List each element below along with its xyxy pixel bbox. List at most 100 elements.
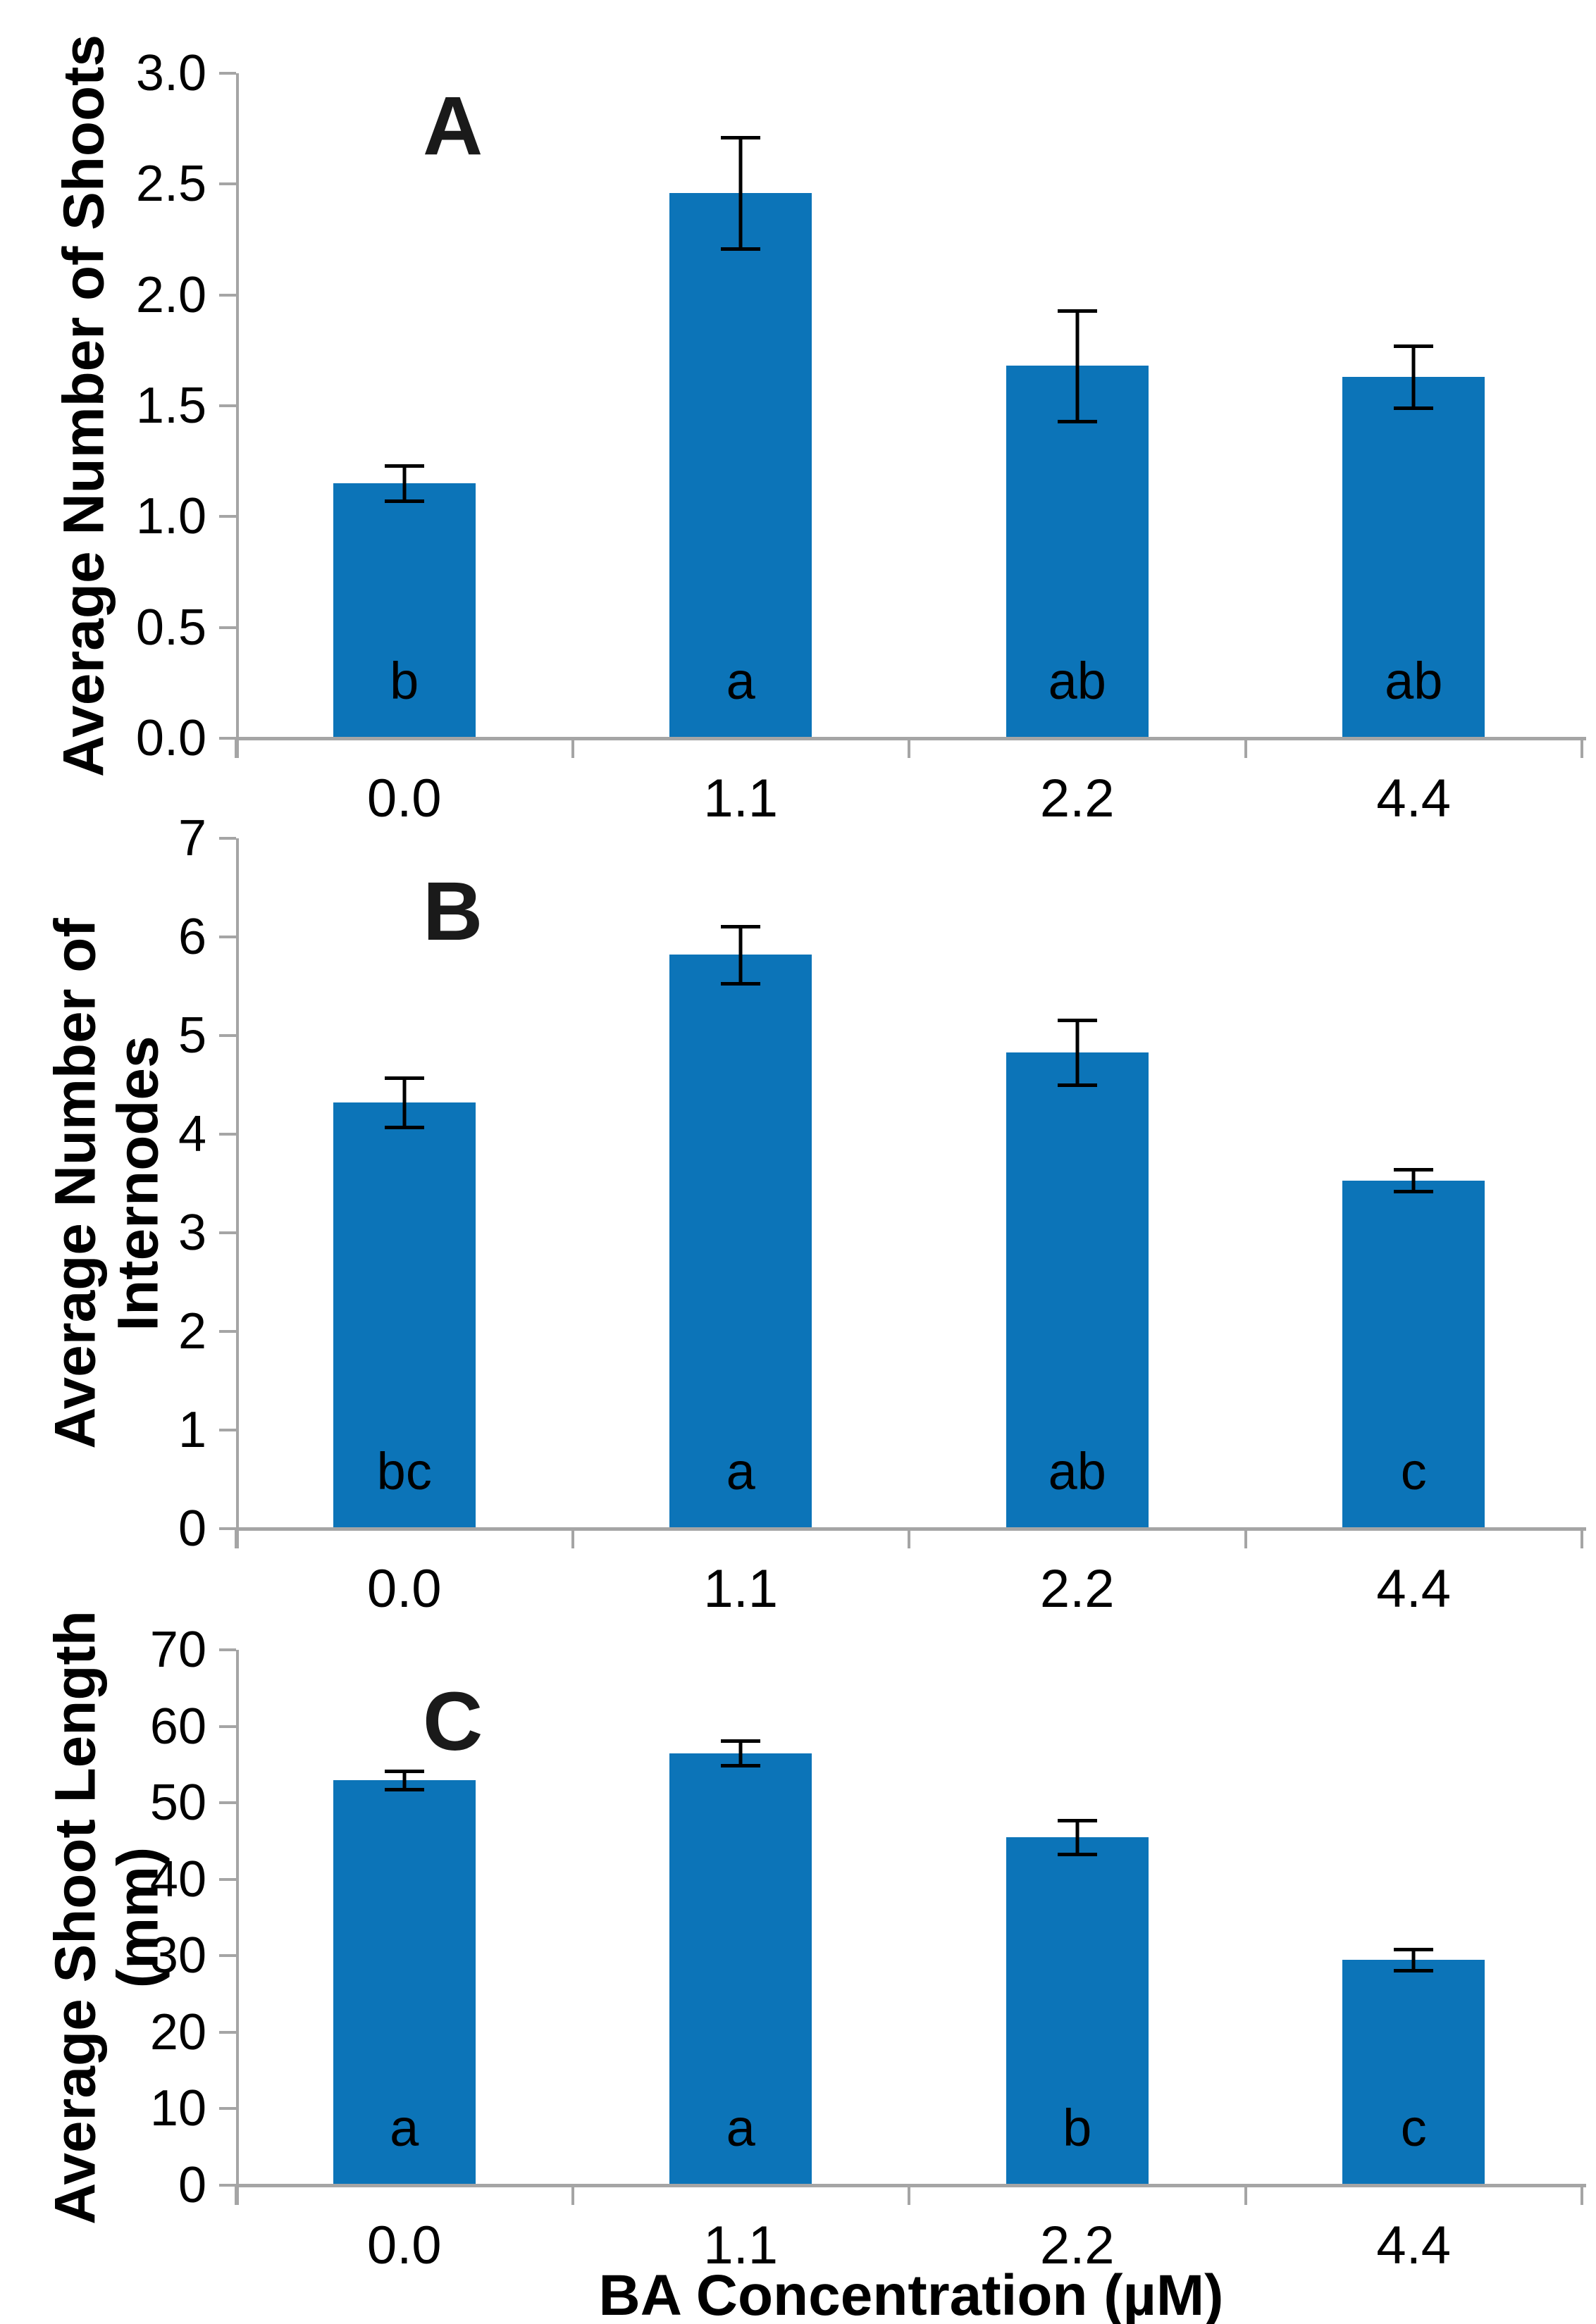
error-bar bbox=[1411, 1949, 1416, 1970]
x-category-tick-mark bbox=[235, 1530, 237, 1548]
bar bbox=[669, 955, 812, 1529]
significance-letter: a bbox=[726, 1442, 755, 1500]
bar bbox=[1342, 377, 1485, 738]
x-category-label: 4.4 bbox=[1376, 769, 1452, 828]
bar bbox=[333, 1102, 476, 1529]
error-bar-cap-bottom bbox=[1394, 406, 1434, 411]
error-bar-cap-top bbox=[1394, 1947, 1434, 1951]
x-axis-line bbox=[236, 1527, 1586, 1531]
bar bbox=[333, 483, 476, 738]
y-tick-label: 0 bbox=[178, 1500, 206, 1557]
bar bbox=[1006, 1837, 1149, 2185]
error-bar-cap-top bbox=[384, 464, 424, 468]
error-bar-cap-bottom bbox=[384, 1787, 424, 1791]
y-tick-label: 10 bbox=[149, 2080, 206, 2137]
error-bar-cap-top bbox=[1057, 1018, 1097, 1022]
y-tick-mark bbox=[219, 737, 236, 740]
error-bar bbox=[402, 1078, 407, 1128]
error-bar bbox=[1411, 1169, 1416, 1192]
error-bar-cap-bottom bbox=[1057, 1083, 1097, 1087]
x-category-label: 1.1 bbox=[703, 1559, 779, 1619]
y-tick-label: 60 bbox=[149, 1698, 206, 1755]
y-tick-label: 70 bbox=[149, 1622, 206, 1678]
error-bar-cap-top bbox=[1057, 1819, 1097, 1823]
y-tick-label: 3.0 bbox=[135, 45, 206, 101]
y-tick-label: 7 bbox=[178, 810, 206, 866]
y-tick-mark bbox=[219, 626, 236, 629]
panel-letter-a: A bbox=[423, 80, 483, 173]
y-tick-label: 2 bbox=[178, 1303, 206, 1360]
x-category-label: 2.2 bbox=[1039, 769, 1115, 828]
significance-letter: b bbox=[1063, 2099, 1092, 2157]
bar bbox=[1342, 1180, 1485, 1529]
error-bar bbox=[1075, 310, 1080, 422]
error-bar bbox=[1075, 1820, 1080, 1854]
error-bar-cap-bottom bbox=[384, 1126, 424, 1130]
bar bbox=[669, 192, 812, 738]
y-tick-label: 3 bbox=[178, 1205, 206, 1261]
significance-letter: ab bbox=[1048, 1442, 1106, 1500]
error-bar-cap-top bbox=[721, 1739, 761, 1744]
error-bar-cap-bottom bbox=[1394, 1190, 1434, 1194]
error-bar-cap-bottom bbox=[721, 1763, 761, 1767]
significance-letter: c bbox=[1400, 1442, 1427, 1500]
significance-letter: c bbox=[1400, 2099, 1427, 2157]
y-tick-label: 1 bbox=[178, 1402, 206, 1458]
x-category-tick-mark bbox=[235, 740, 237, 758]
y-tick-label: 30 bbox=[149, 1927, 206, 1984]
bar bbox=[669, 1753, 812, 2185]
y-tick-mark bbox=[219, 1330, 236, 1333]
error-bar bbox=[738, 1741, 743, 1765]
x-category-tick-mark bbox=[908, 1530, 910, 1548]
error-bar-cap-bottom bbox=[721, 247, 761, 251]
y-axis-line bbox=[236, 73, 239, 758]
y-tick-mark bbox=[219, 1954, 236, 1958]
bar bbox=[1342, 1959, 1485, 2185]
x-category-label: 1.1 bbox=[703, 2216, 779, 2275]
y-tick-mark bbox=[219, 293, 236, 297]
y-tick-label: 5 bbox=[178, 1007, 206, 1064]
y-tick-label: 1.5 bbox=[135, 378, 206, 434]
y-tick-mark bbox=[219, 72, 236, 75]
y-tick-label: 40 bbox=[149, 1851, 206, 1908]
error-bar-cap-bottom bbox=[1057, 1852, 1097, 1856]
y-tick-mark bbox=[219, 1034, 236, 1037]
significance-letter: a bbox=[726, 652, 755, 710]
x-axis-line bbox=[236, 737, 1586, 740]
y-tick-mark bbox=[219, 1801, 236, 1805]
x-category-label: 2.2 bbox=[1039, 2216, 1115, 2275]
x-category-tick-mark bbox=[571, 1530, 574, 1548]
error-bar bbox=[402, 1770, 407, 1789]
x-category-tick-mark bbox=[235, 2187, 237, 2205]
x-category-tick-mark bbox=[1244, 1530, 1247, 1548]
y-tick-mark bbox=[219, 1725, 236, 1728]
x-category-tick-mark bbox=[1580, 740, 1583, 758]
y-tick-mark bbox=[219, 2030, 236, 2034]
y-tick-mark bbox=[219, 1877, 236, 1881]
error-bar bbox=[738, 137, 743, 249]
y-tick-mark bbox=[219, 837, 236, 840]
x-category-tick-mark bbox=[571, 2187, 574, 2205]
error-bar-cap-top bbox=[384, 1769, 424, 1773]
y-tick-mark bbox=[219, 1527, 236, 1530]
y-tick-mark bbox=[219, 515, 236, 518]
x-axis-line bbox=[236, 2184, 1586, 2187]
y-tick-label: 2.0 bbox=[135, 266, 206, 323]
x-category-label: 1.1 bbox=[703, 769, 779, 828]
y-tick-label: 50 bbox=[149, 1775, 206, 1832]
error-bar-cap-bottom bbox=[384, 499, 424, 504]
error-bar-cap-top bbox=[1394, 1168, 1434, 1172]
x-category-tick-mark bbox=[1580, 2187, 1583, 2205]
error-bar bbox=[402, 465, 407, 502]
y-axis-title-b: Average Number of Internodes bbox=[43, 918, 170, 1449]
y-tick-label: 4 bbox=[178, 1106, 206, 1162]
y-tick-label: 1.0 bbox=[135, 488, 206, 545]
error-bar-cap-top bbox=[1394, 344, 1434, 349]
x-category-tick-mark bbox=[1580, 1530, 1583, 1548]
y-tick-label: 0.0 bbox=[135, 710, 206, 766]
x-category-tick-mark bbox=[908, 740, 910, 758]
y-tick-label: 0.5 bbox=[135, 599, 206, 656]
bar bbox=[1006, 366, 1149, 738]
significance-letter: a bbox=[390, 2099, 419, 2157]
